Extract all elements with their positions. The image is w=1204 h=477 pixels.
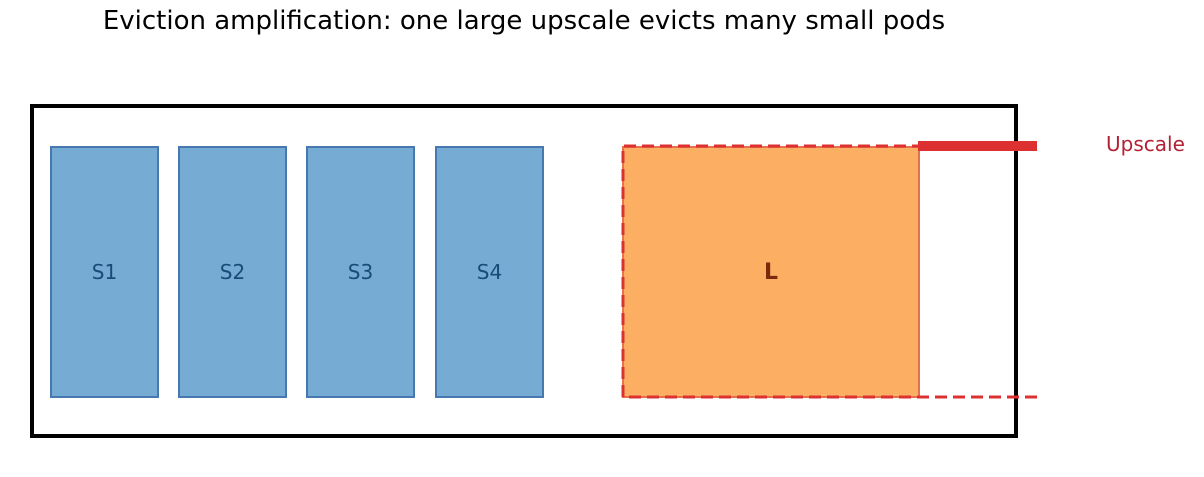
small-pod-label: S3 (347, 260, 374, 284)
small-pod-label: S2 (219, 260, 246, 284)
small-pod: S3 (306, 146, 415, 398)
diagram-title: Eviction amplification: one large upscal… (102, 6, 946, 36)
small-pod: S2 (178, 146, 287, 398)
large-pod: L (622, 146, 920, 398)
small-pod-label: S4 (476, 260, 503, 284)
small-pod: S4 (435, 146, 544, 398)
large-pod-label: L (763, 259, 779, 285)
small-pod: S1 (50, 146, 159, 398)
small-pod-label: S1 (91, 260, 118, 284)
upscale-label: Upscale (1106, 132, 1185, 156)
